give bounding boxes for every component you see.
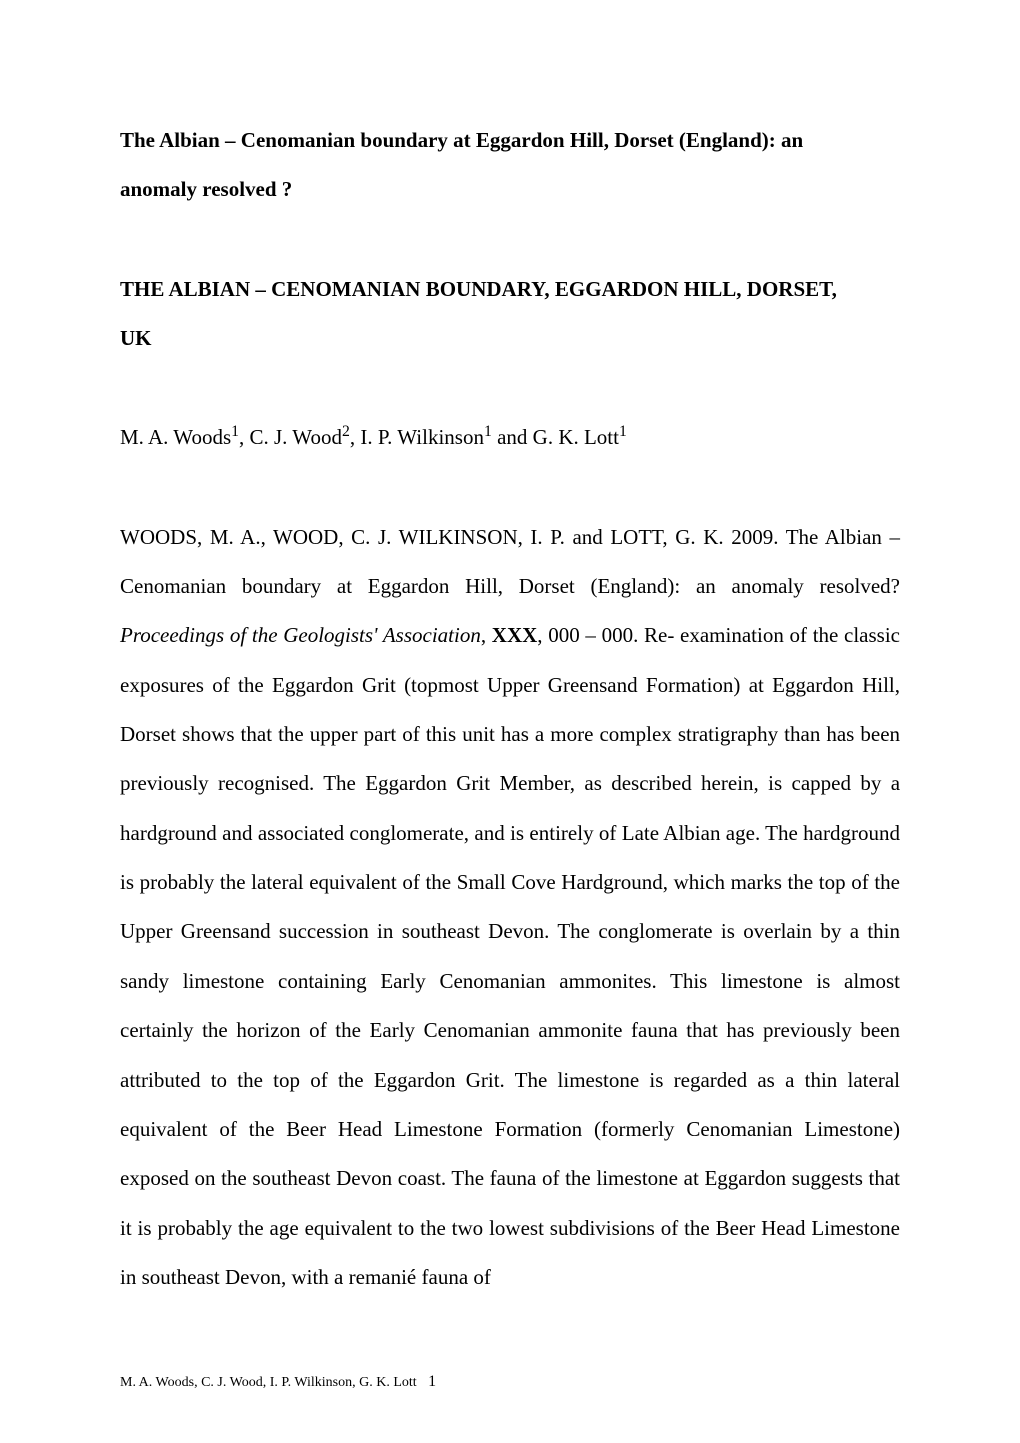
author-4-affiliation-sup: 1 (619, 423, 627, 440)
abstract-line: certainly the horizon of the Early Cenom… (120, 1018, 852, 1042)
footer-author-names: M. A. Woods, C. J. Wood, I. P. Wilkinson… (120, 1375, 417, 1390)
footer-page-number: 1 (428, 1373, 436, 1390)
abstract-line: , 000 – 000. Re- (537, 623, 674, 647)
page-content: The Albian – Cenomanian boundary at Egga… (120, 116, 900, 1302)
abstract-line: limestone containing Early Cenomanian am… (183, 969, 900, 993)
author-list: M. A. Woods1, C. J. Wood2, I. P. Wilkins… (120, 413, 900, 462)
author-1-name: M. A. Woods (120, 425, 231, 449)
abstract-line: resolved? (820, 574, 900, 598)
title-line-1: The Albian – Cenomanian boundary at Egga… (120, 128, 803, 152)
author-2-name: , C. J. Wood (239, 425, 342, 449)
abstract-text: WOODS, M. A., WOOD, C. J. WILKINSON, I. … (120, 513, 900, 1303)
paper-title: The Albian – Cenomanian boundary at Egga… (120, 116, 900, 215)
page-footer: M. A. Woods, C. J. Wood, I. P. Wilkinson… (120, 1373, 436, 1391)
title-line-2: anomaly resolved ? (120, 177, 292, 201)
volume-number: XXX (492, 623, 538, 647)
author-4-name: and G. K. Lott (492, 425, 619, 449)
running-head-line-2: UK (120, 326, 152, 350)
journal-name: Proceedings of the Geologists' Associati… (120, 623, 481, 647)
author-2-affiliation-sup: 2 (342, 423, 350, 440)
abstract-line: , (481, 623, 492, 647)
author-1-affiliation-sup: 1 (231, 423, 239, 440)
author-3-name: , I. P. Wilkinson (350, 425, 484, 449)
abstract-line: WOODS, M. A., WOOD, C. J. WILKINSON, I. … (120, 525, 818, 549)
running-head: THE ALBIAN – CENOMANIAN BOUNDARY, EGGARD… (120, 265, 900, 364)
running-head-line-1: THE ALBIAN – CENOMANIAN BOUNDARY, EGGARD… (120, 277, 837, 301)
author-3-affiliation-sup: 1 (484, 423, 492, 440)
